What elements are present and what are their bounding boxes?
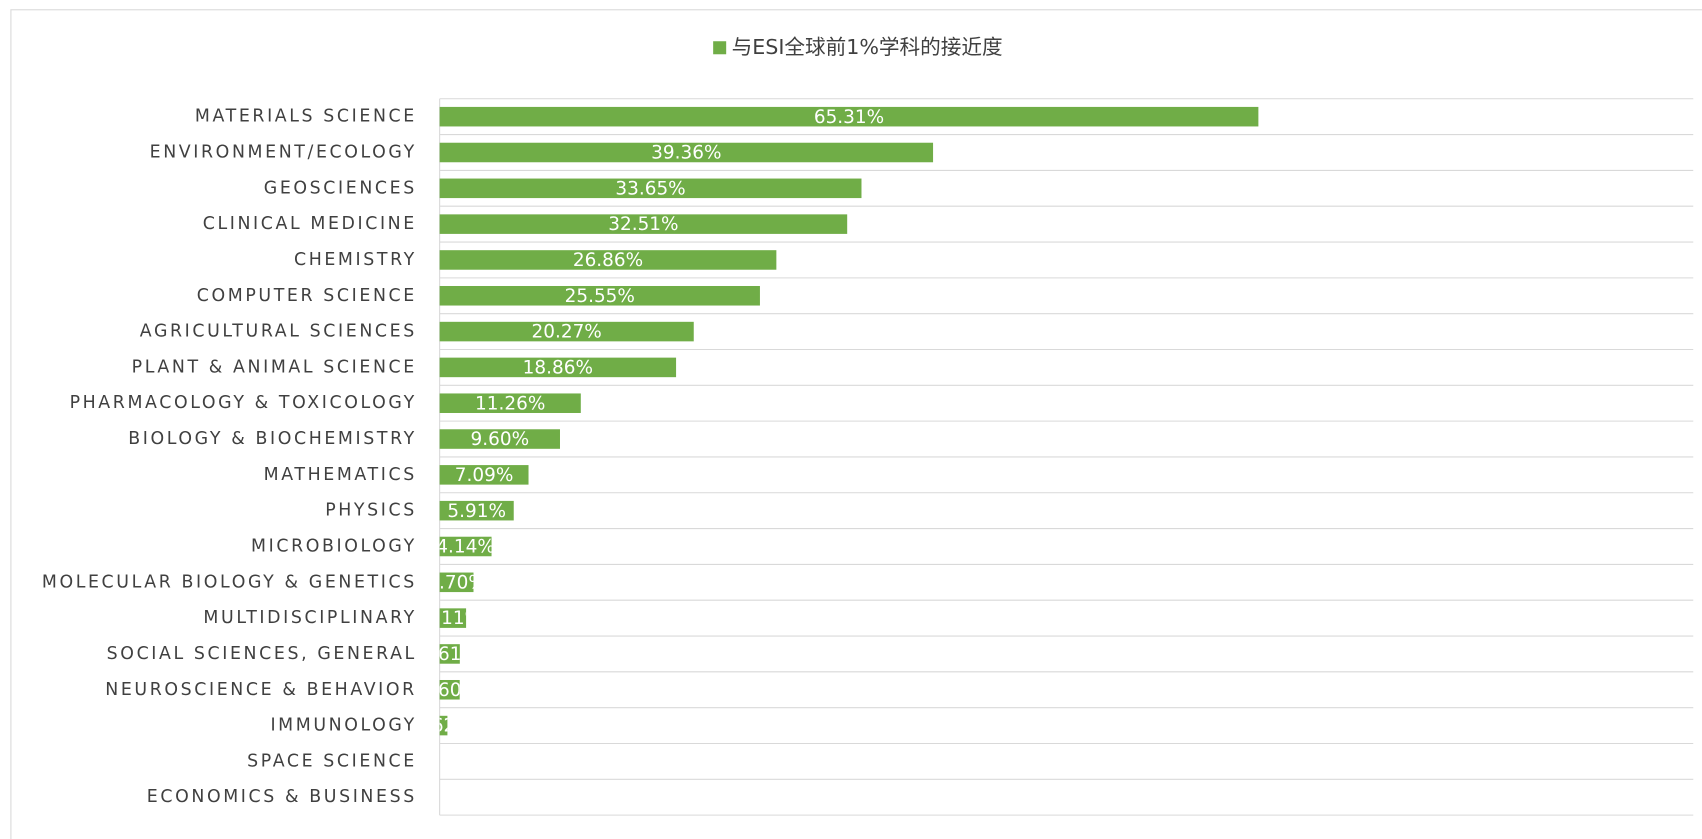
- data-label: 18.86%: [523, 357, 593, 378]
- category-label: NEUROSCIENCE & BEHAVIOR: [105, 680, 417, 700]
- category-label: MOLECULAR BIOLOGY & GENETICS: [42, 572, 417, 592]
- category-label: SOCIAL SCIENCES, GENERAL: [107, 644, 417, 664]
- bar: [439, 106, 1259, 127]
- data-label: 1.61%: [420, 644, 479, 665]
- bar: [439, 142, 934, 163]
- bar: [439, 178, 862, 199]
- category-label: PLANT & ANIMAL SCIENCE: [132, 357, 417, 377]
- bar: [439, 214, 848, 234]
- bar: [439, 572, 474, 593]
- category-label: CLINICAL MEDICINE: [203, 214, 417, 234]
- data-label: 5.91%: [447, 501, 506, 522]
- category-label: GEOSCIENCES: [264, 178, 417, 198]
- legend: 与ESI全球前1%学科的接近度: [713, 35, 1003, 59]
- data-label: 2.70%: [427, 572, 486, 593]
- category-label: PHYSICS: [325, 501, 417, 521]
- category-label: ENVIRONMENT/ECOLOGY: [150, 142, 417, 162]
- data-label: 11.26%: [475, 393, 545, 414]
- data-label: 25.55%: [565, 286, 635, 307]
- bar: [439, 644, 460, 664]
- bar: [439, 357, 677, 378]
- data-label: 0.62%: [414, 716, 473, 737]
- data-label: 39.36%: [651, 143, 721, 164]
- bar: [439, 608, 467, 628]
- data-label: 20.27%: [532, 322, 602, 343]
- category-label: MULTIDISCIPLINARY: [203, 608, 416, 628]
- data-label: 4.14%: [436, 537, 495, 558]
- category-label: IMMUNOLOGY: [270, 716, 416, 736]
- category-label: BIOLOGY & BIOCHEMISTRY: [128, 429, 417, 449]
- bar: [439, 715, 448, 736]
- data-label: 1.60%: [420, 680, 479, 701]
- bar: [439, 429, 560, 449]
- category-label: ECONOMICS & BUSINESS: [147, 787, 417, 807]
- bar: [439, 285, 760, 306]
- bar: [439, 679, 460, 700]
- category-label: AGRICULTURAL SCIENCES: [140, 322, 417, 342]
- data-label: 9.60%: [471, 429, 530, 450]
- category-label: MATHEMATICS: [264, 465, 417, 485]
- category-label: MATERIALS SCIENCE: [195, 107, 417, 127]
- category-label: CHEMISTRY: [294, 250, 417, 270]
- bar: [439, 393, 581, 413]
- legend-label: 与ESI全球前1%学科的接近度: [732, 35, 1003, 59]
- data-label: 33.65%: [615, 178, 685, 199]
- bar: [439, 536, 492, 557]
- data-label: 65.31%: [814, 107, 884, 128]
- data-label: 32.51%: [608, 214, 678, 235]
- bar: [439, 250, 777, 270]
- category-label: SPACE SCIENCE: [247, 751, 417, 771]
- category-label: PHARMACOLOGY & TOXICOLOGY: [70, 393, 417, 413]
- bar: [439, 321, 694, 342]
- category-label: COMPUTER SCIENCE: [197, 286, 417, 306]
- category-label: MICROBIOLOGY: [251, 536, 417, 556]
- bar: [439, 465, 529, 485]
- data-label: 26.86%: [573, 250, 643, 271]
- data-label: 7.09%: [455, 465, 514, 486]
- data-label: 2.11%: [424, 608, 483, 629]
- bar: [439, 500, 514, 521]
- chart-border: [10, 9, 1702, 839]
- legend-swatch: [713, 41, 727, 55]
